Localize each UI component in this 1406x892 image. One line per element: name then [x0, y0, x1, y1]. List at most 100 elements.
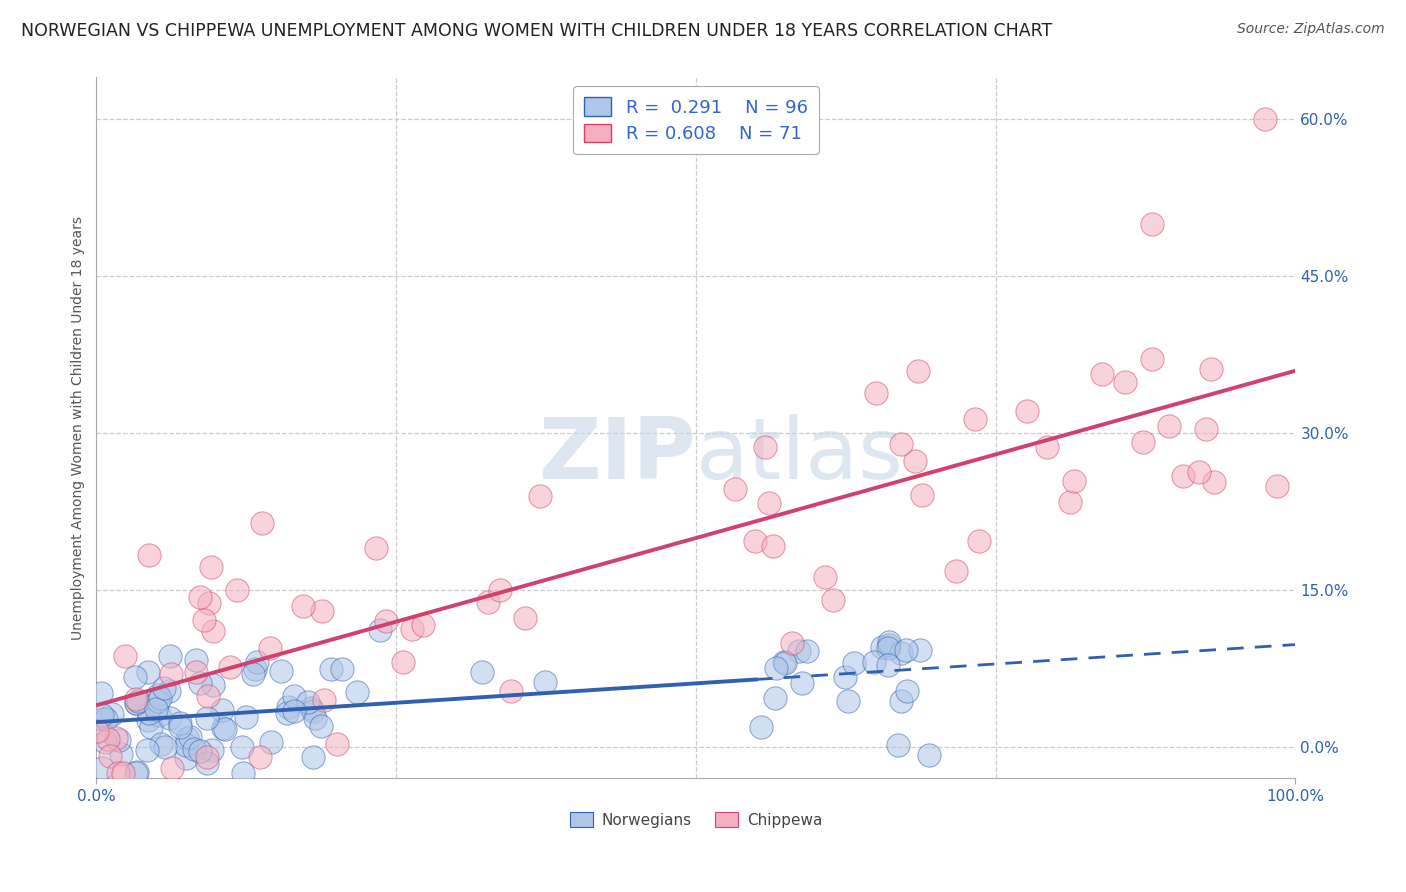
Point: [865, 386, 887, 401]
Point: [188, 591, 211, 605]
Point: [904, 454, 927, 468]
Point: [169, 715, 191, 730]
Point: [107, 766, 129, 780]
Point: [1194, 421, 1216, 435]
Point: [86, 724, 108, 739]
Point: [124, 766, 146, 780]
Point: [910, 643, 932, 657]
Point: [321, 662, 343, 676]
Point: [145, 702, 167, 716]
Point: [749, 720, 772, 734]
Point: [235, 709, 257, 723]
Point: [375, 614, 398, 628]
Point: [890, 694, 912, 708]
Point: [401, 622, 423, 636]
Point: [125, 692, 148, 706]
Point: [124, 670, 146, 684]
Point: [125, 696, 148, 710]
Point: [312, 692, 335, 706]
Point: [758, 496, 780, 510]
Point: [1091, 367, 1114, 381]
Point: [141, 720, 163, 734]
Point: [877, 638, 900, 652]
Point: [1036, 440, 1059, 454]
Point: [796, 644, 818, 658]
Point: [724, 482, 747, 496]
Point: [162, 761, 184, 775]
Point: [200, 743, 222, 757]
Point: [744, 533, 766, 548]
Point: [772, 656, 794, 670]
Point: [136, 665, 159, 680]
Point: [197, 756, 219, 770]
Point: [1171, 469, 1194, 483]
Point: [243, 662, 266, 676]
Point: [297, 695, 319, 709]
Point: [1059, 495, 1081, 509]
Point: [1063, 474, 1085, 488]
Point: [346, 685, 368, 699]
Point: [146, 688, 169, 702]
Point: [188, 744, 211, 758]
Point: [1114, 375, 1136, 389]
Point: [231, 740, 253, 755]
Point: [499, 684, 522, 698]
Point: [534, 675, 557, 690]
Point: [513, 611, 536, 625]
Point: [471, 665, 494, 679]
Point: [763, 691, 786, 706]
Point: [136, 743, 159, 757]
Point: [412, 618, 434, 632]
Point: [127, 764, 149, 779]
Point: [211, 703, 233, 717]
Point: [197, 689, 219, 703]
Point: [292, 599, 315, 613]
Point: [219, 659, 242, 673]
Point: [391, 655, 413, 669]
Point: [107, 733, 129, 747]
Point: [197, 596, 219, 610]
Point: [252, 516, 274, 530]
Point: [837, 694, 859, 708]
Point: [202, 678, 225, 692]
Text: ZIP: ZIP: [538, 415, 696, 498]
Point: [100, 749, 122, 764]
Point: [153, 681, 176, 695]
Point: [260, 735, 283, 749]
Point: [965, 411, 987, 425]
Point: [890, 436, 912, 450]
Point: [91, 707, 114, 722]
Point: [834, 670, 856, 684]
Text: Source: ZipAtlas.com: Source: ZipAtlas.com: [1237, 22, 1385, 37]
Point: [212, 721, 235, 735]
Point: [1202, 475, 1225, 490]
Point: [111, 766, 134, 780]
Point: [277, 700, 299, 714]
Point: [91, 761, 114, 775]
Point: [1188, 465, 1211, 479]
Point: [114, 648, 136, 663]
Point: [364, 541, 387, 555]
Legend: Norwegians, Chippewa: Norwegians, Chippewa: [564, 805, 828, 834]
Point: [1201, 362, 1223, 376]
Point: [245, 655, 267, 669]
Point: [326, 737, 349, 751]
Point: [814, 570, 837, 584]
Point: [157, 683, 180, 698]
Point: [101, 707, 124, 722]
Point: [1140, 217, 1163, 231]
Point: [1015, 403, 1038, 417]
Point: [125, 696, 148, 710]
Point: [242, 667, 264, 681]
Point: [311, 604, 333, 618]
Point: [887, 738, 910, 752]
Point: [299, 701, 322, 715]
Point: [153, 740, 176, 755]
Point: [870, 640, 893, 655]
Point: [762, 539, 785, 553]
Point: [184, 653, 207, 667]
Point: [195, 750, 218, 764]
Point: [226, 583, 249, 598]
Point: [149, 691, 172, 706]
Point: [249, 750, 271, 764]
